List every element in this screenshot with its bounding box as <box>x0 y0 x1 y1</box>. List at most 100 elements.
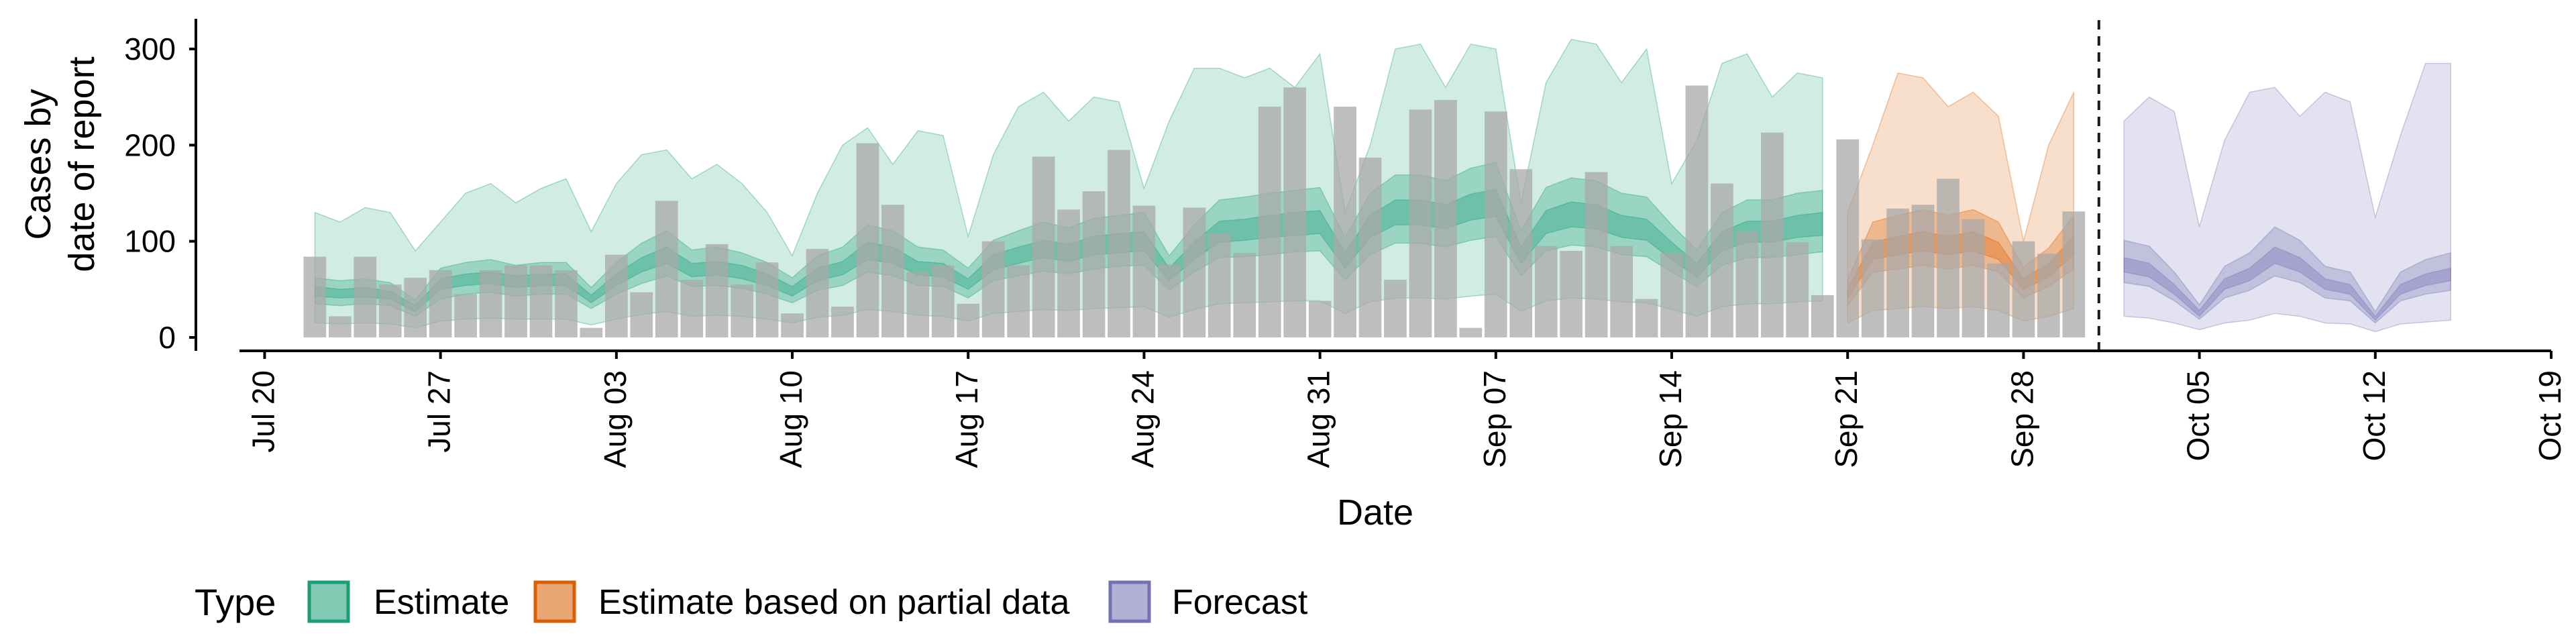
reported-cases-bar <box>529 265 553 337</box>
reported-cases-bar <box>755 262 779 337</box>
reported-cases-bar <box>303 256 327 337</box>
legend-key-forecast <box>1108 580 1151 623</box>
x-tick-label: Oct 05 <box>2181 370 2216 462</box>
forecast-band-90 <box>2123 62 2451 333</box>
reported-cases-bar <box>806 249 829 337</box>
reported-cases-bar <box>1208 233 1231 337</box>
reported-cases-bar <box>906 272 930 337</box>
legend-title: Type <box>195 581 276 623</box>
reported-cases-bar <box>378 284 402 337</box>
reported-cases-bar <box>1836 139 1860 337</box>
y-axis-title-line-2: date of report <box>62 56 102 272</box>
reported-cases-bar <box>1861 239 1884 337</box>
reported-cases-bar <box>1534 246 1558 337</box>
legend: Type Estimate Estimate based on partial d… <box>195 580 1308 623</box>
reported-cases-bar <box>1987 263 2010 337</box>
reported-cases-bar <box>781 313 804 337</box>
reported-cases-bar <box>1334 107 1356 337</box>
forecast-band-50 <box>2123 226 2451 324</box>
reported-cases-bar <box>630 292 653 337</box>
x-tick-label: Aug 17 <box>949 370 984 468</box>
reported-cases-bar <box>2062 211 2086 337</box>
reported-cases-bar <box>1911 205 1935 337</box>
forecast-band-20 <box>2123 246 2451 321</box>
reported-cases-bar <box>881 205 904 337</box>
reported-cases-bar <box>1459 327 1483 337</box>
x-axis-title: Date <box>1337 492 1413 533</box>
x-tick-label: Sep 28 <box>2004 370 2039 468</box>
reported-cases-bar <box>1509 169 1533 337</box>
reported-cases-bar <box>1660 252 1683 337</box>
reported-cases-bar <box>1283 87 1306 338</box>
y-tick-label: 0 <box>158 320 176 355</box>
reported-cases-bar <box>1610 246 1633 337</box>
legend-label-forecast: Forecast <box>1172 583 1308 622</box>
legend-label-estimate-based-on-partial-data: Estimate based on partial data <box>598 583 1070 622</box>
x-tick-label: Oct 12 <box>2357 370 2392 462</box>
y-axis-ticks: 0 100 200 300 <box>124 32 196 355</box>
reported-cases-bar <box>1183 207 1206 337</box>
reported-cases-bar <box>1937 178 1960 337</box>
reported-cases-bar <box>1384 280 1407 337</box>
reported-cases-bar <box>705 244 729 337</box>
ribbons-layer <box>314 38 2451 333</box>
x-tick-label: Aug 10 <box>773 370 808 468</box>
x-tick-label: Sep 14 <box>1653 370 1688 468</box>
reported-cases-bar <box>1685 85 1709 337</box>
y-tick-label: 200 <box>124 127 176 162</box>
reported-cases-bar <box>454 294 477 337</box>
reported-cases-bar <box>329 316 352 337</box>
reported-cases-bar <box>731 284 753 337</box>
reported-cases-bar <box>1258 107 1281 337</box>
reported-cases-bar <box>1585 172 1608 337</box>
reported-cases-bar <box>1308 301 1332 337</box>
reported-cases-bar <box>504 265 527 337</box>
reported-cases-bar <box>1811 294 1834 337</box>
x-axis-ticks: Jul 20 Jul 27 Aug 03 Aug 10 Aug 17 Aug 24 Aug … <box>246 351 2567 468</box>
reported-cases-bar <box>831 307 854 337</box>
reported-cases-bar <box>1485 111 1507 337</box>
reported-cases-bar <box>2012 241 2035 337</box>
reported-cases-bar <box>1108 150 1130 337</box>
reported-cases-bar <box>957 303 980 337</box>
reported-cases-bar <box>1635 299 1658 337</box>
reported-cases-bar <box>931 265 955 337</box>
bars-layer <box>303 85 2086 338</box>
legend-key-estimate-based-on-partial-data <box>533 580 576 623</box>
x-tick-label: Sep 07 <box>1477 370 1512 468</box>
reported-cases-bar <box>1735 231 1759 337</box>
reported-cases-bar <box>1886 208 1909 337</box>
reported-cases-bar <box>479 270 502 337</box>
reported-cases-bar <box>1132 205 1156 337</box>
legend-key-estimate <box>307 580 350 623</box>
reported-cases-bar <box>1158 264 1181 337</box>
reported-cases-bar <box>1409 109 1432 338</box>
reported-cases-bar <box>1007 265 1030 337</box>
x-tick-label: Jul 20 <box>246 370 281 453</box>
reported-cases-bar <box>1358 158 1382 337</box>
reported-cases-bar <box>605 254 628 337</box>
reported-cases-bar <box>1761 132 1784 337</box>
reported-cases-bar <box>1434 100 1457 337</box>
reported-cases-bar <box>655 201 678 337</box>
x-tick-label: Aug 24 <box>1125 370 1160 468</box>
reported-cases-bar <box>1560 251 1582 337</box>
x-tick-label: Sep 21 <box>1829 370 1864 468</box>
reported-cases-bar <box>555 270 578 337</box>
y-axis-title-line-1: Cases by <box>18 89 58 239</box>
reported-cases-bar <box>1233 252 1256 337</box>
reported-cases-bar <box>354 256 377 337</box>
reported-cases-bar <box>580 327 603 337</box>
reported-cases-bar <box>404 278 427 337</box>
reported-cases-bar <box>981 241 1005 337</box>
reported-cases-bar <box>680 280 704 337</box>
reported-cases-bar <box>1082 191 1106 337</box>
reported-cases-bar <box>1786 242 1809 337</box>
x-tick-label: Oct 19 <box>2532 370 2567 462</box>
reported-cases-bar <box>856 143 879 337</box>
reported-cases-bar <box>1962 219 1985 337</box>
reported-cases-bar <box>2037 254 2060 337</box>
reported-cases-bar <box>429 270 452 337</box>
x-tick-label: Jul 27 <box>422 370 457 453</box>
